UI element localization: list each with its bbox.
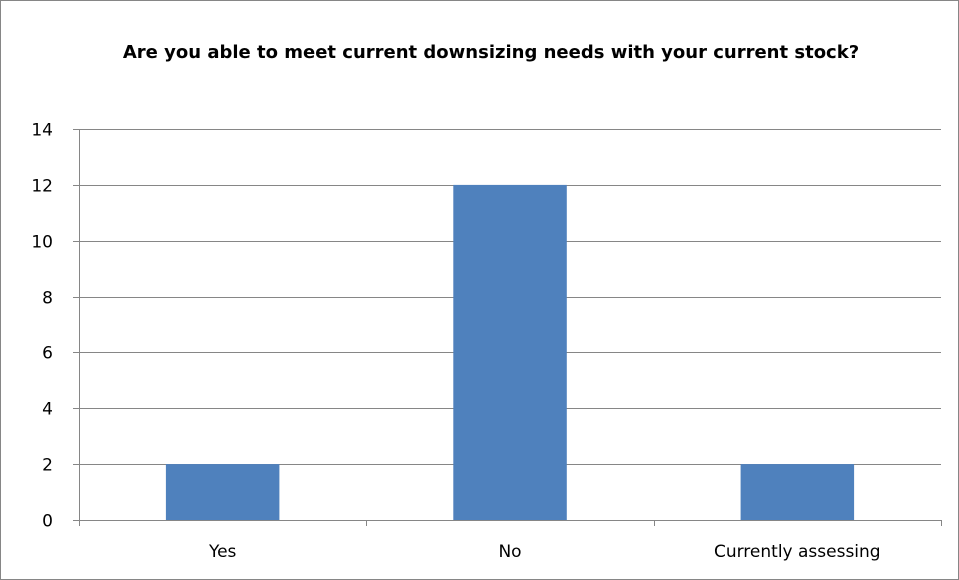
y-tick-label-5: 10 (31, 233, 53, 253)
chart-title: Are you able to meet current downsizing … (122, 42, 860, 63)
bar-currently-assessing (740, 464, 855, 520)
y-tick-label-4: 8 (42, 289, 53, 309)
bar-no (453, 184, 567, 520)
y-tick-label-6: 12 (31, 177, 53, 197)
bar-yes (165, 464, 280, 520)
y-tick-label-2: 4 (42, 400, 53, 420)
x-tick-label-2: Currently assessing (714, 542, 881, 562)
y-tick-label-3: 6 (42, 344, 53, 364)
x-tick-label-1: No (498, 542, 521, 562)
y-tick-label-1: 2 (42, 456, 53, 476)
y-tick-label-7: 14 (31, 121, 53, 141)
y-tick-label-0: 0 (42, 512, 53, 532)
x-tick-label-0: Yes (208, 542, 237, 562)
